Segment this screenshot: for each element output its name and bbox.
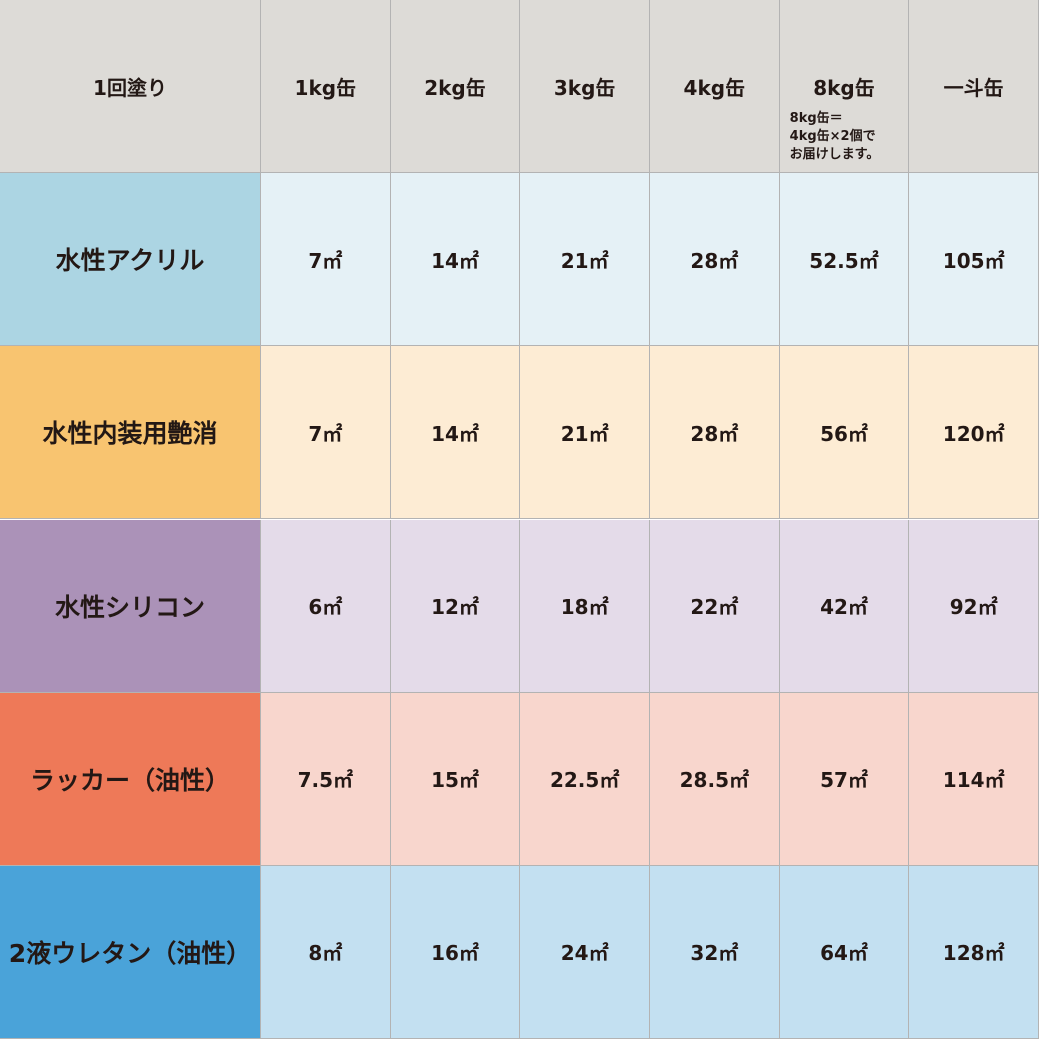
value-cell: 32㎡ bbox=[650, 865, 780, 1039]
header-cell: 1kg缶 bbox=[261, 0, 391, 174]
value-cell: 28.5㎡ bbox=[650, 692, 780, 866]
value-cell: 7.5㎡ bbox=[261, 692, 391, 866]
value-cell: 14㎡ bbox=[390, 346, 521, 520]
value-cell: 14㎡ bbox=[390, 173, 521, 347]
value-cell: 128㎡ bbox=[909, 865, 1039, 1039]
value-cell: 21㎡ bbox=[520, 173, 650, 347]
value-cell: 18㎡ bbox=[520, 519, 650, 693]
value-cell: 12㎡ bbox=[390, 519, 521, 693]
header-cell: 1回塗り bbox=[0, 0, 261, 174]
header-note: 8kg缶＝ 4kg缶×2個で お届けします。 bbox=[790, 110, 880, 164]
header-cell: 2kg缶 bbox=[390, 0, 521, 174]
value-cell: 92㎡ bbox=[909, 519, 1039, 693]
header-cell: 一斗缶 bbox=[909, 0, 1039, 174]
header-cell: 4kg缶 bbox=[650, 0, 780, 174]
row-label: 水性シリコン bbox=[0, 519, 261, 693]
value-cell: 28㎡ bbox=[650, 173, 780, 347]
value-cell: 64㎡ bbox=[779, 865, 910, 1039]
note-line: お届けします。 bbox=[789, 147, 880, 162]
row-label: 2液ウレタン（油性） bbox=[0, 865, 261, 1039]
value-cell: 22㎡ bbox=[650, 519, 780, 693]
value-cell: 21㎡ bbox=[520, 346, 650, 520]
note-line: 8kg缶＝ bbox=[789, 111, 843, 126]
note-line: 4kg缶×2個で bbox=[789, 129, 876, 144]
value-cell: 105㎡ bbox=[909, 173, 1039, 347]
value-cell: 120㎡ bbox=[909, 346, 1039, 520]
value-cell: 56㎡ bbox=[779, 346, 910, 520]
value-cell: 16㎡ bbox=[390, 865, 521, 1039]
value-cell: 7㎡ bbox=[261, 346, 391, 520]
row-label: 水性内装用艶消 bbox=[0, 346, 261, 520]
value-cell: 8㎡ bbox=[261, 865, 391, 1039]
value-cell: 42㎡ bbox=[779, 519, 910, 693]
value-cell: 28㎡ bbox=[650, 346, 780, 520]
row-label: ラッカー（油性） bbox=[0, 692, 261, 866]
value-cell: 57㎡ bbox=[779, 692, 910, 866]
header-cell: 3kg缶 bbox=[520, 0, 650, 174]
value-cell: 6㎡ bbox=[261, 519, 391, 693]
value-cell: 22.5㎡ bbox=[520, 692, 650, 866]
value-cell: 24㎡ bbox=[520, 865, 650, 1039]
header-cell: 8kg缶 8kg缶＝ 4kg缶×2個で お届けします。 bbox=[779, 0, 910, 174]
value-cell: 52.5㎡ bbox=[779, 173, 910, 347]
row-label: 水性アクリル bbox=[0, 173, 261, 347]
value-cell: 7㎡ bbox=[261, 173, 391, 347]
value-cell: 114㎡ bbox=[909, 692, 1039, 866]
value-cell: 15㎡ bbox=[390, 692, 521, 866]
